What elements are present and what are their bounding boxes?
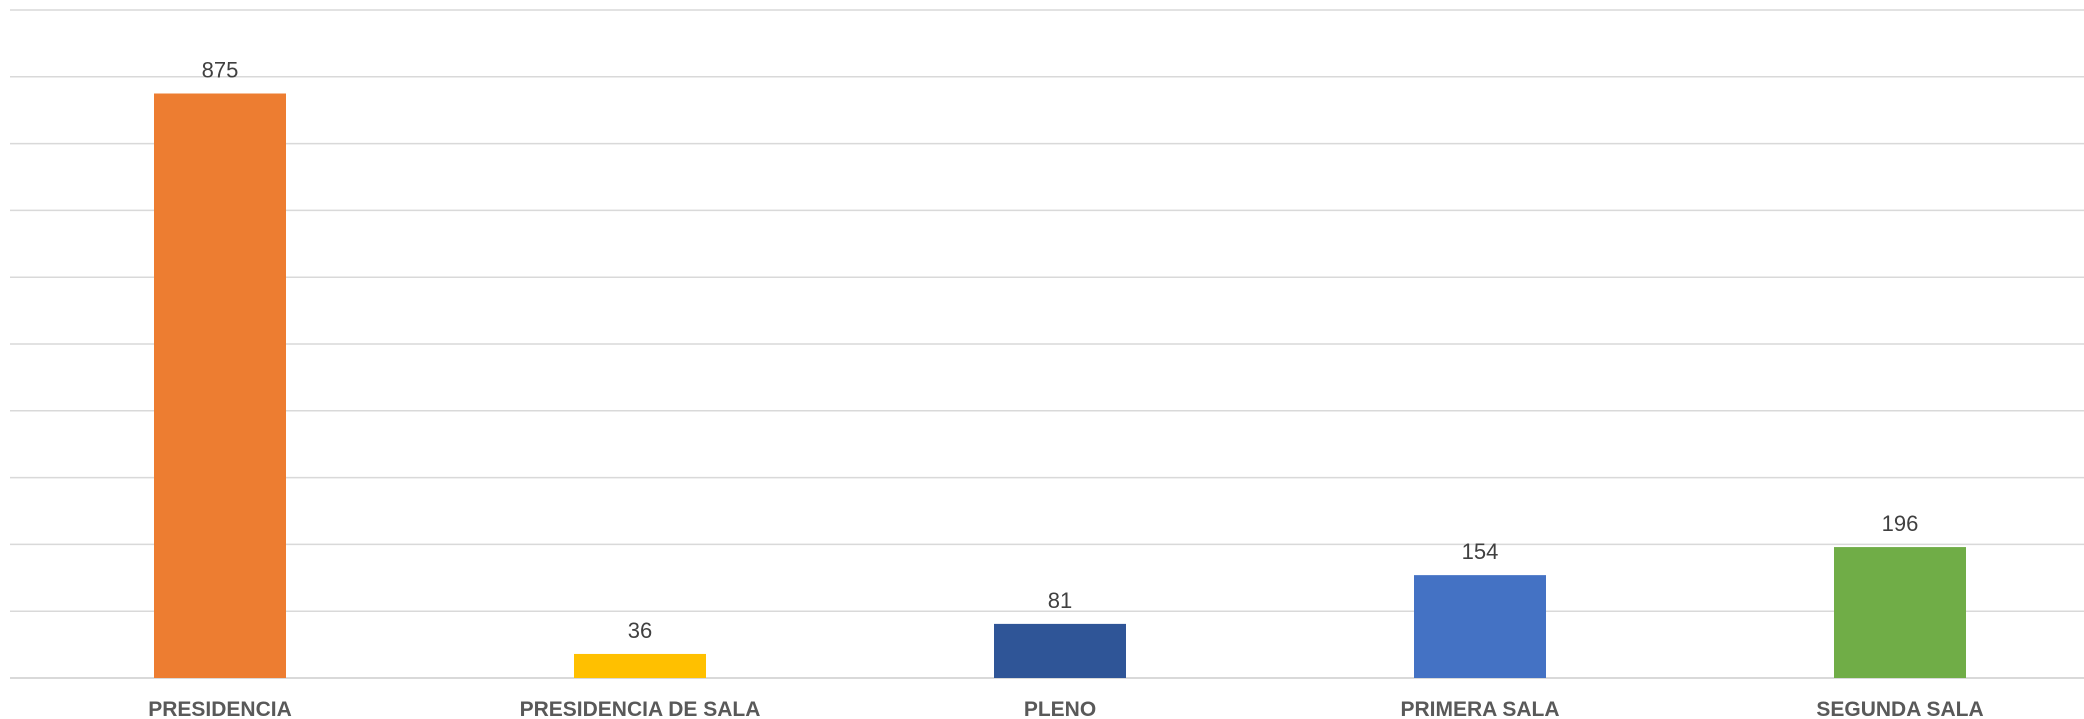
data-label: 875 [202,58,239,83]
data-label: 196 [1882,511,1919,536]
category-labels: PRESIDENCIA PRESIDENCIA DE SALA PLENO PRIME… [148,698,1983,719]
category-label: SEGUNDA SALA [1816,698,1983,719]
category-label: PRESIDENCIA DE SALA [520,698,761,719]
bar-primera-sala [1414,575,1546,678]
category-label: PRESIDENCIA [148,698,292,719]
data-label: 36 [628,618,652,643]
bar-presidencia [154,93,286,678]
gridlines [10,9,2084,679]
bar-pleno [994,623,1126,678]
data-label: 81 [1048,588,1072,613]
data-labels: 875 36 81 154 196 [202,58,1919,643]
bar-segunda-sala [1834,547,1966,678]
data-label: 154 [1462,539,1499,564]
category-label: PRIMERA SALA [1400,698,1559,719]
bar-presidencia-de-sala [574,653,706,678]
category-label: PLENO [1024,698,1096,719]
bars [154,93,1966,678]
